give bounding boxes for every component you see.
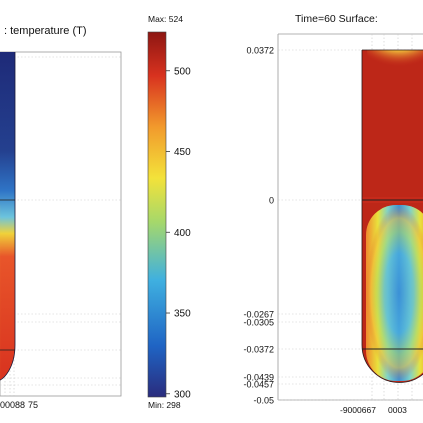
right-x-tick-labels: -9000667 0003 [340,405,407,415]
right-temperature-field [361,49,423,383]
right-plot-title: Time=60 Surface: [295,13,378,25]
left-x-tick-labels: 00088 75 [0,400,38,410]
colorbar-tick-label: 350 [174,309,191,320]
right-x-tick-label: -9000667 [340,405,376,415]
left-plot-title: : temperature (T) [4,25,87,37]
right-x-tick-label: 0003 [388,405,407,415]
left-temperature-field [0,52,16,381]
right-y-tick-label: -0.0267 [243,310,274,320]
colorbar [147,31,167,398]
right-y-tick-labels: 0.0372 0 -0.0267-0.0305 -0.0372 -0.0439-0.04… [243,46,274,406]
left-plot-frame [0,51,122,397]
colorbar-ticks: 300 350 400 450 500 [166,66,191,400]
colorbar-tick-label: 450 [174,147,191,158]
right-y-tick-label: -0.0439 [243,373,274,383]
left-x-tick-label: 75 [28,400,38,410]
right-y-tick-label: -0.0457 [243,380,274,390]
right-y-tick-label: -0.0305 [243,318,274,328]
left-x-tick-label: 00088 [0,400,25,410]
colorbar-tick-label: 400 [174,228,191,239]
right-y-tick-label: 0 [269,196,274,206]
colorbar-tick-label: 500 [174,66,191,77]
colorbar-max-label: Max: 524 [148,14,183,24]
colorbar-tick-label: 300 [174,389,191,400]
right-y-tick-label: 0.0372 [246,46,274,56]
right-y-tick-label: -0.0372 [243,345,274,355]
right-y-tick-label: -0.05 [253,396,274,406]
colorbar-min-label: Min: 298 [148,400,181,410]
